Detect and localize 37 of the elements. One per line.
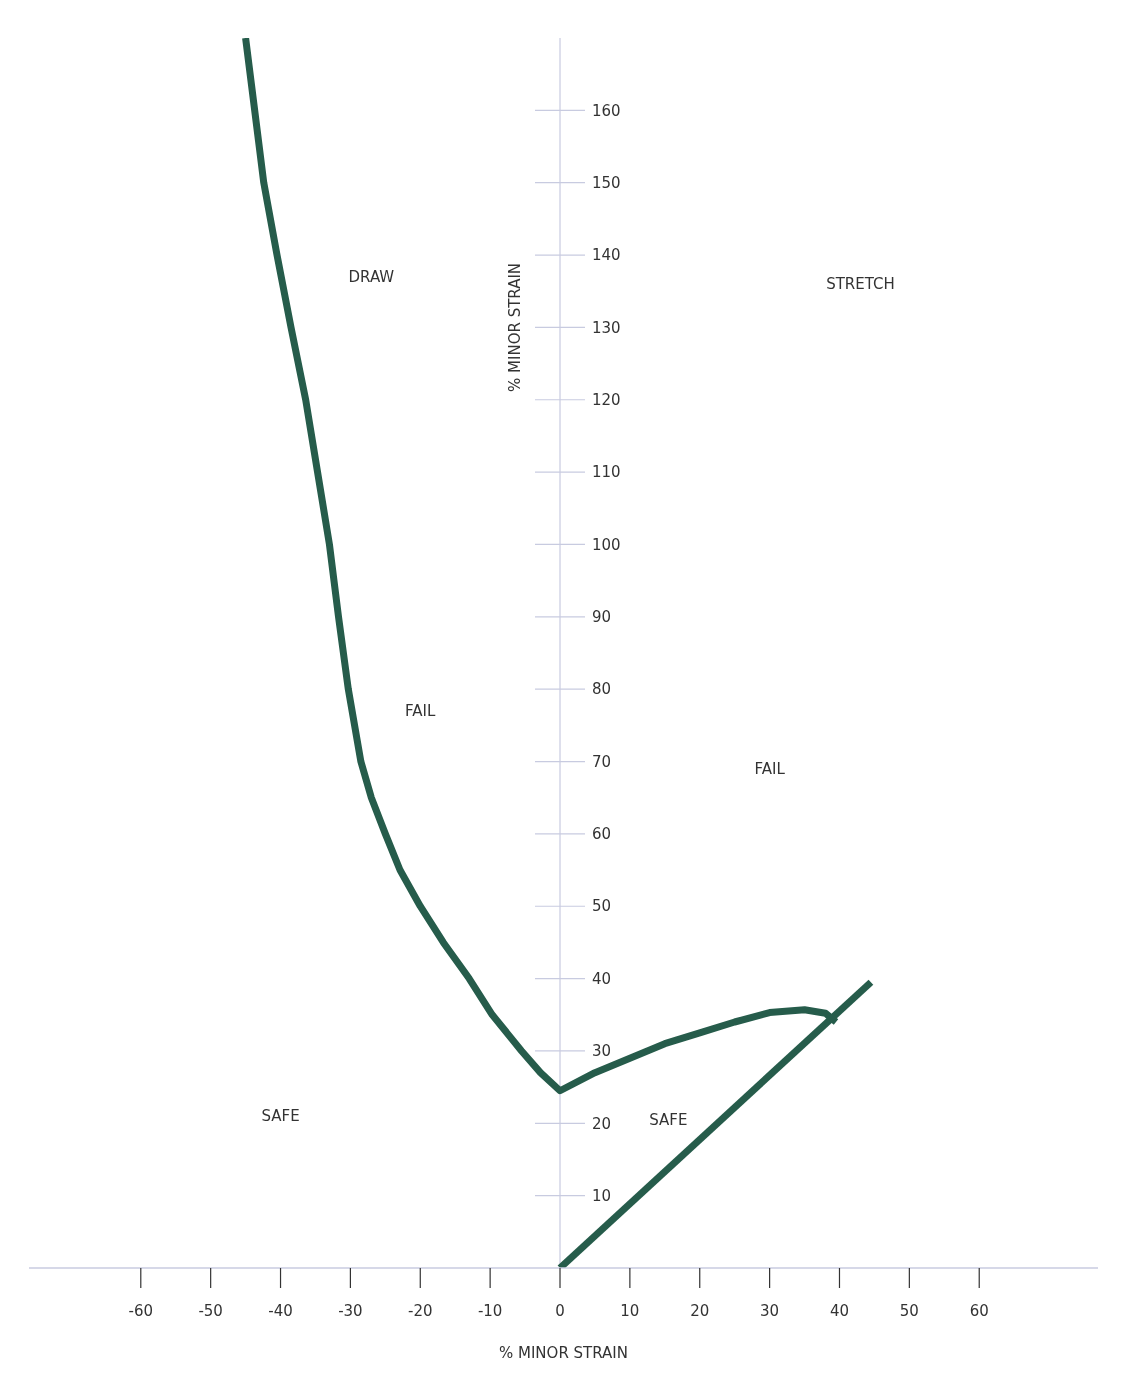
x-tick-label: -20 xyxy=(408,1302,433,1320)
x-tick-label: 10 xyxy=(620,1302,640,1320)
annotation: FAIL xyxy=(754,760,786,779)
y-tick-label: 90 xyxy=(592,608,612,627)
annotation: SAFE xyxy=(261,1107,300,1126)
x-tick-label: -30 xyxy=(338,1302,363,1320)
y-tick-label: 120 xyxy=(592,391,621,410)
annotation: SAFE xyxy=(649,1111,688,1129)
x-tick-label: 50 xyxy=(899,1302,919,1320)
y-tick-label: 160 xyxy=(592,101,621,120)
y-tick-label: 50 xyxy=(592,897,612,916)
x-tick-label: -60 xyxy=(128,1302,154,1320)
x-tick-label: 20 xyxy=(690,1302,710,1320)
x-tick-label: 0 xyxy=(555,1302,565,1320)
y-tick-label: 100 xyxy=(592,535,621,554)
y-tick-label: 140 xyxy=(592,246,621,265)
x-axis-title: % MINOR STRAIN xyxy=(498,1344,629,1362)
x-tick-label: 60 xyxy=(969,1302,989,1320)
y-tick-label: 80 xyxy=(592,680,612,699)
y-tick-label: 10 xyxy=(592,1186,612,1205)
y-tick-label: 20 xyxy=(592,1114,612,1133)
annotation: DRAW xyxy=(348,268,395,287)
y-tick-label: 110 xyxy=(592,463,621,482)
y-tick-label: 40 xyxy=(592,969,612,988)
y-tick-label: 150 xyxy=(592,173,621,192)
y-tick-label: 60 xyxy=(592,825,612,844)
x-tick-label: -10 xyxy=(477,1302,503,1320)
annotation: FAIL xyxy=(405,702,437,721)
y-tick-label: 70 xyxy=(592,752,612,771)
annotation: STRETCH xyxy=(826,275,895,294)
x-tick-label: -50 xyxy=(198,1302,223,1320)
x-tick-label: -40 xyxy=(268,1302,293,1320)
y-tick-label: 130 xyxy=(592,318,621,337)
x-tick-label: 40 xyxy=(829,1302,850,1320)
y-tick-label: 30 xyxy=(592,1042,612,1061)
y-axis-title: % MINOR STRAIN xyxy=(506,262,525,392)
x-tick-label: 30 xyxy=(760,1302,780,1320)
